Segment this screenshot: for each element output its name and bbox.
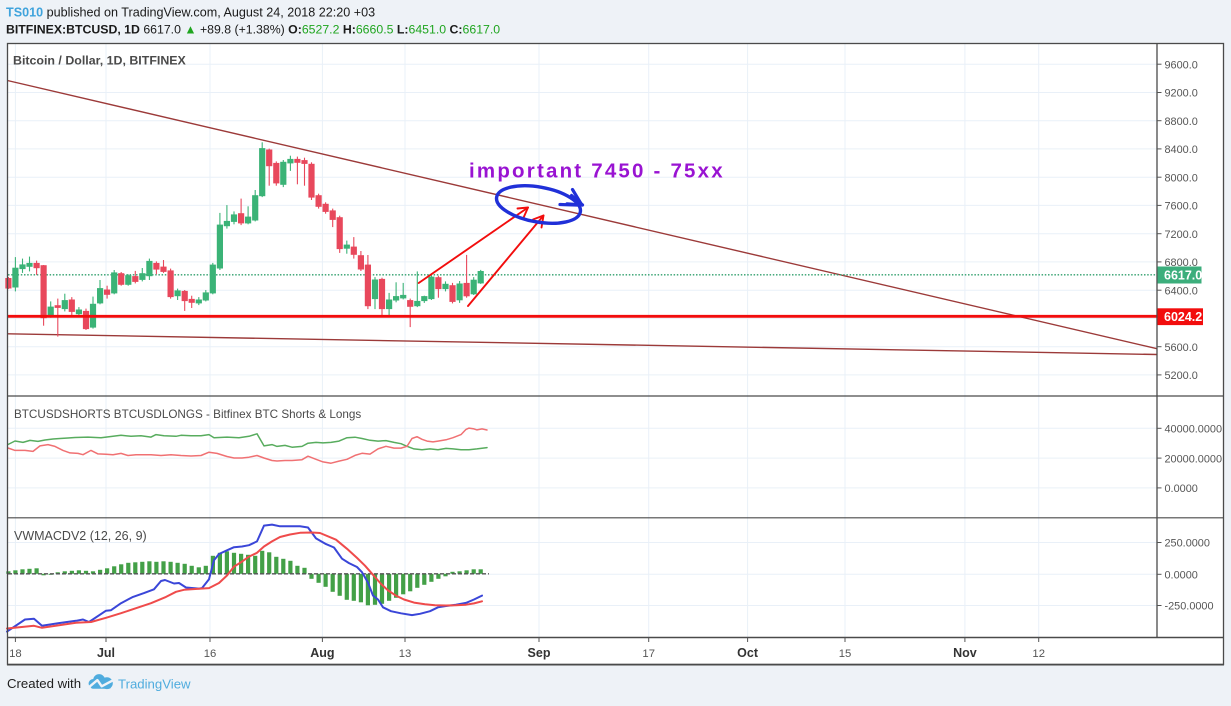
- svg-text:6800.0: 6800.0: [1165, 257, 1198, 269]
- svg-text:5200.0: 5200.0: [1165, 370, 1198, 382]
- svg-text:40000.0000: 40000.0000: [1165, 424, 1223, 436]
- svg-text:18: 18: [9, 648, 22, 660]
- svg-text:VWMACDV2 (12, 26, 9): VWMACDV2 (12, 26, 9): [14, 529, 147, 543]
- svg-text:8000.0: 8000.0: [1165, 172, 1198, 184]
- svg-text:TradingView: TradingView: [118, 677, 191, 692]
- svg-text:15: 15: [839, 648, 852, 660]
- svg-text:TS010 published on TradingView: TS010 published on TradingView.com, Augu…: [6, 6, 375, 20]
- svg-text:7200.0: 7200.0: [1165, 229, 1198, 241]
- svg-text:9200.0: 9200.0: [1165, 88, 1198, 100]
- svg-text:Created with: Created with: [7, 676, 81, 691]
- svg-text:6400.0: 6400.0: [1165, 285, 1198, 297]
- svg-text:Jul: Jul: [97, 646, 115, 660]
- svg-text:6617.0: 6617.0: [1164, 269, 1202, 283]
- svg-text:Aug: Aug: [310, 646, 334, 660]
- svg-text:9600.0: 9600.0: [1165, 59, 1198, 71]
- svg-text:20000.0000: 20000.0000: [1165, 453, 1223, 465]
- svg-text:important 7450 - 75xx: important 7450 - 75xx: [469, 160, 725, 183]
- svg-text:Oct: Oct: [737, 646, 759, 660]
- svg-text:17: 17: [642, 648, 655, 660]
- svg-text:Bitcoin / Dollar, 1D, BITFINEX: Bitcoin / Dollar, 1D, BITFINEX: [13, 54, 187, 68]
- svg-text:250.0000: 250.0000: [1165, 538, 1210, 550]
- svg-text:12: 12: [1032, 648, 1045, 660]
- svg-text:-250.0000: -250.0000: [1165, 601, 1214, 613]
- svg-text:13: 13: [399, 648, 412, 660]
- svg-text:7600.0: 7600.0: [1165, 201, 1198, 213]
- svg-text:BTCUSDSHORTS BTCUSDLONGS - Bit: BTCUSDSHORTS BTCUSDLONGS - Bitfinex BTC …: [14, 408, 361, 421]
- svg-text:Sep: Sep: [528, 646, 551, 660]
- svg-text:16: 16: [204, 648, 217, 660]
- svg-text:0.0000: 0.0000: [1165, 483, 1198, 495]
- svg-text:8800.0: 8800.0: [1165, 116, 1198, 128]
- svg-text:6024.2: 6024.2: [1164, 310, 1202, 324]
- svg-text:BITFINEX:BTCUSD, 1D 6617.0 ▲ +: BITFINEX:BTCUSD, 1D 6617.0 ▲ +89.8 (+1.3…: [6, 23, 500, 37]
- svg-text:0.0000: 0.0000: [1165, 570, 1198, 582]
- svg-text:8400.0: 8400.0: [1165, 144, 1198, 156]
- svg-text:Nov: Nov: [953, 646, 977, 660]
- svg-text:5600.0: 5600.0: [1165, 342, 1198, 354]
